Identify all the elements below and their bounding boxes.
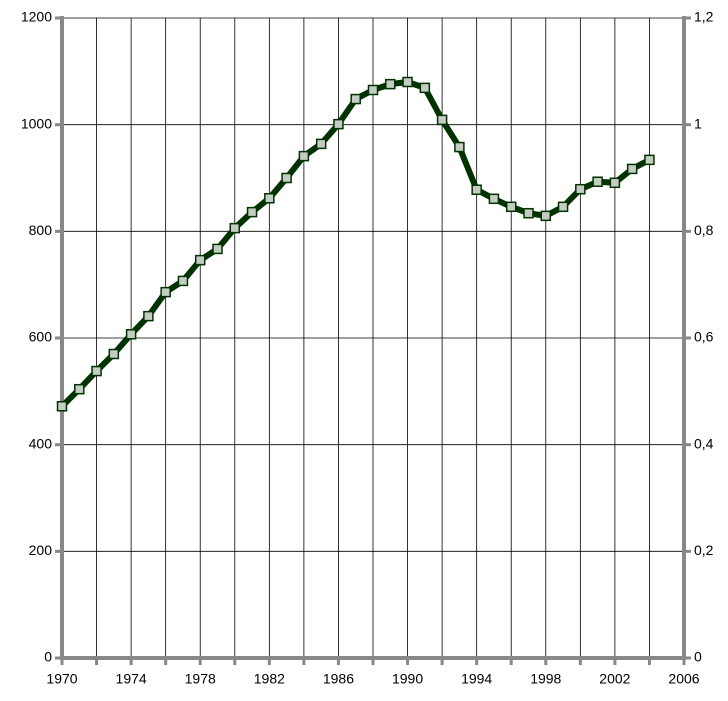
data-marker — [505, 201, 517, 213]
x-tick-label: 1986 — [323, 671, 354, 687]
data-marker — [609, 177, 621, 189]
data-marker — [350, 93, 361, 105]
data-marker — [333, 118, 344, 130]
data-marker — [315, 138, 327, 150]
y2-tick-label: 1,2 — [694, 9, 714, 25]
data-marker — [523, 207, 534, 219]
x-tick-label: 1970 — [46, 671, 77, 687]
data-marker — [108, 348, 120, 360]
y-tick-label: 1000 — [21, 115, 52, 131]
x-tick-label: 2006 — [668, 671, 699, 687]
data-marker — [557, 201, 569, 213]
data-marker — [367, 84, 379, 96]
y-tick-label: 400 — [29, 435, 53, 451]
x-tick-label: 1998 — [530, 671, 561, 687]
data-marker — [194, 254, 206, 266]
data-marker — [385, 78, 396, 90]
data-marker — [143, 310, 154, 322]
data-marker — [125, 329, 137, 340]
y2-tick-label: 0,4 — [694, 435, 714, 451]
data-marker — [246, 206, 258, 218]
data-marker — [575, 183, 586, 195]
y2-tick-label: 0,8 — [694, 222, 714, 238]
data-marker — [471, 184, 482, 195]
y2-tick-label: 0,6 — [694, 329, 714, 345]
data-marker — [74, 383, 85, 395]
x-tick-label: 1990 — [392, 671, 423, 687]
x-tick-label: 1994 — [461, 671, 492, 687]
data-line — [59, 79, 651, 409]
x-tick-label: 1974 — [116, 671, 147, 687]
data-marker — [177, 275, 189, 287]
data-marker — [436, 114, 448, 126]
data-marker — [626, 163, 638, 175]
data-marker — [419, 82, 431, 94]
data-marker — [160, 286, 171, 298]
data-marker — [540, 210, 552, 222]
x-tick-label: 1982 — [254, 671, 285, 687]
y2-tick-label: 1 — [694, 115, 702, 131]
y-tick-label: 1200 — [21, 9, 52, 25]
y2-tick-label: 0 — [694, 649, 702, 665]
y-tick-label: 800 — [29, 222, 53, 238]
y-tick-label: 0 — [44, 649, 52, 665]
data-marker — [644, 154, 655, 166]
data-marker — [91, 365, 102, 377]
data-marker — [298, 150, 310, 162]
data-marker — [56, 401, 68, 412]
data-marker — [454, 141, 465, 153]
data-marker — [488, 193, 500, 205]
y2-tick-label: 0,2 — [694, 542, 714, 558]
data-marker — [592, 176, 603, 187]
y-tick-label: 600 — [29, 329, 53, 345]
data-marker — [212, 243, 223, 255]
data-marker — [264, 193, 275, 204]
data-marker — [229, 222, 241, 234]
y-tick-label: 200 — [29, 542, 53, 558]
x-tick-label: 2002 — [599, 671, 630, 687]
data-marker — [402, 76, 413, 88]
x-tick-label: 1978 — [185, 671, 216, 687]
data-marker — [281, 172, 292, 184]
